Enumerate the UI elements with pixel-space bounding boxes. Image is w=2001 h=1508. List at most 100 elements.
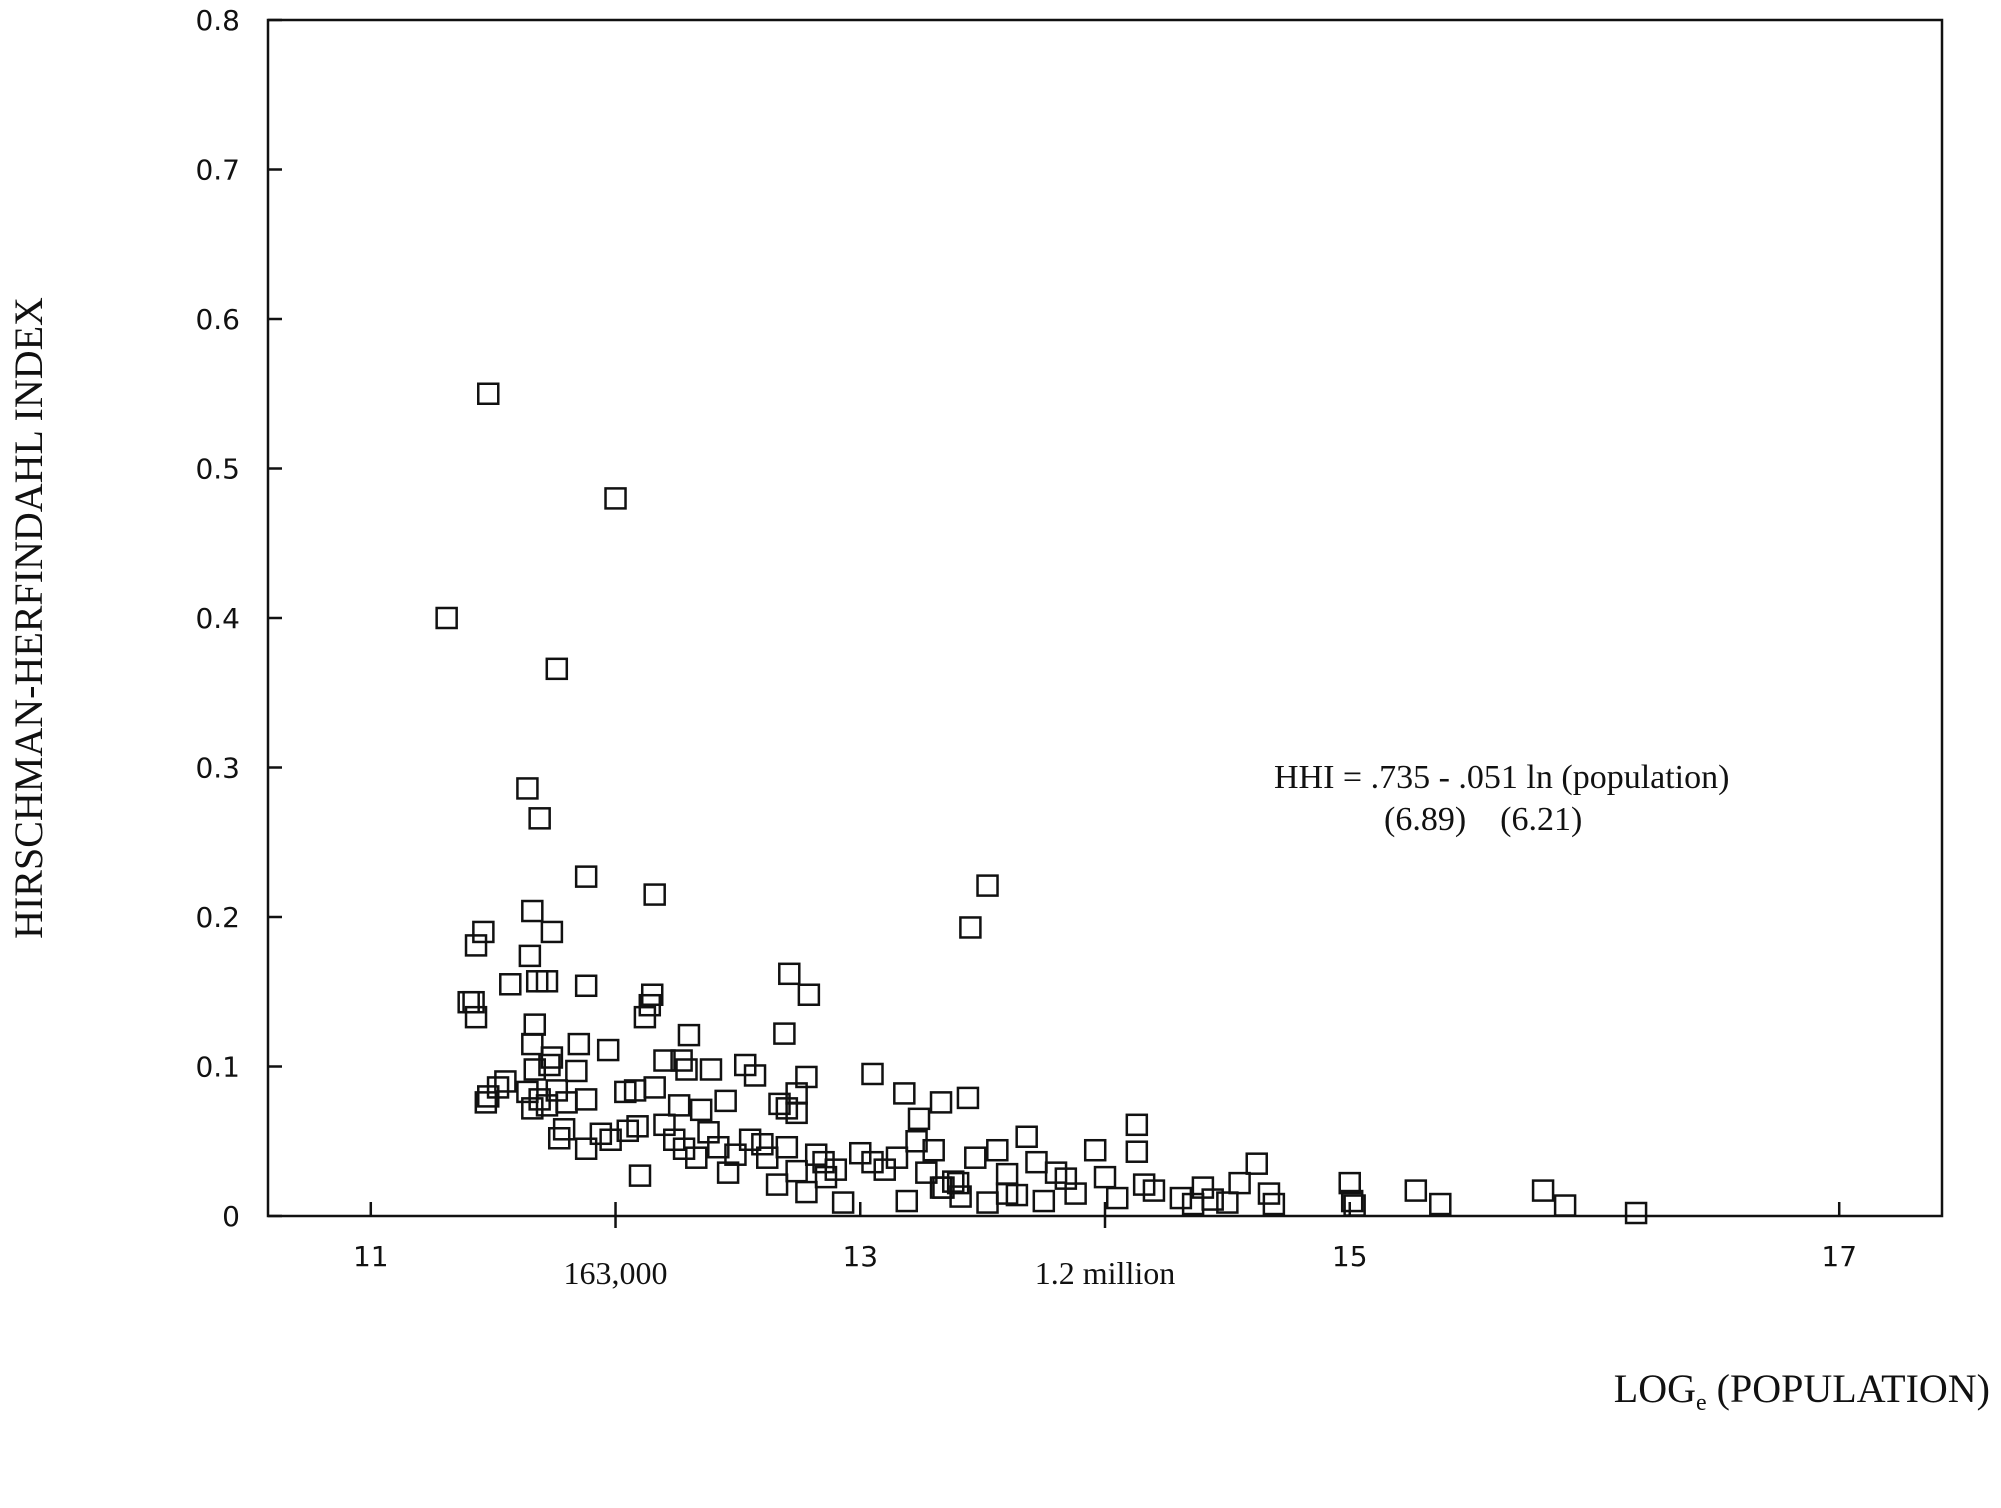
data-point — [499, 973, 522, 996]
data-point — [873, 1158, 896, 1181]
data-point — [995, 1162, 1019, 1186]
data-point — [477, 382, 500, 405]
data-point — [604, 487, 627, 510]
data-point — [474, 1091, 498, 1114]
x-secondary-tick-label: 163,000 — [564, 1255, 668, 1291]
data-point — [699, 1058, 723, 1081]
data-point — [976, 874, 999, 897]
data-point — [574, 865, 598, 888]
data-point — [1216, 1191, 1239, 1214]
data-point — [716, 1161, 740, 1184]
data-point — [929, 1176, 953, 1199]
data-point — [689, 1098, 713, 1122]
data-point — [1340, 1189, 1364, 1213]
y-axis: 0 0.1 0.2 0.3 0.4 0.5 0.6 0.7 0.8 — [195, 4, 282, 1233]
data-point — [462, 990, 485, 1014]
data-point — [667, 1094, 691, 1117]
data-point — [1338, 1171, 1361, 1195]
data-point — [643, 883, 666, 906]
data-point — [773, 1022, 796, 1045]
x-axis-title-subscript: e — [1696, 1390, 1707, 1416]
x-axis-title-main: LOG — [1614, 1366, 1696, 1411]
data-point — [1125, 1140, 1149, 1163]
data-point — [765, 1173, 789, 1196]
data-point — [976, 1191, 999, 1214]
data-point — [521, 899, 544, 923]
data-point — [861, 1062, 884, 1086]
data-point — [797, 983, 821, 1006]
data-point — [464, 1005, 488, 1029]
data-point — [929, 1091, 953, 1114]
data-point — [464, 934, 488, 957]
data-point — [545, 657, 569, 681]
data-point — [785, 1082, 808, 1105]
data-point — [751, 1132, 774, 1156]
data-point — [885, 1146, 909, 1169]
data-point — [540, 920, 564, 944]
data-point — [1064, 1182, 1087, 1205]
y-tick-label: 0.5 — [195, 453, 240, 486]
data-point — [535, 1094, 559, 1117]
data-point — [1245, 1152, 1268, 1175]
regression-equation: HHI = .735 - .051 ln (population) — [1274, 759, 1729, 796]
data-point — [922, 1138, 945, 1162]
data-points — [435, 382, 1648, 1225]
data-point — [633, 1005, 657, 1029]
data-point — [915, 1161, 938, 1184]
data-point — [1169, 1186, 1193, 1210]
data-point — [964, 1146, 987, 1169]
data-point — [516, 1080, 539, 1104]
x-secondary-tick-label: 1.2 million — [1035, 1255, 1175, 1291]
data-point — [1624, 1201, 1648, 1225]
y-tick-label: 0.2 — [195, 901, 240, 934]
data-point — [547, 1127, 571, 1150]
data-point — [738, 1128, 762, 1152]
data-point — [1262, 1192, 1286, 1216]
data-point — [1201, 1188, 1224, 1211]
data-point — [540, 1046, 564, 1069]
y-tick-label: 0.4 — [195, 602, 240, 635]
y-tick-label: 0 — [222, 1200, 240, 1233]
data-point — [895, 1189, 919, 1213]
data-point — [1032, 1189, 1056, 1213]
y-tick-label: 0.8 — [195, 4, 240, 37]
data-point — [523, 1058, 547, 1081]
data-point — [1531, 1179, 1555, 1202]
data-point — [567, 1032, 591, 1056]
data-point — [494, 1070, 517, 1093]
data-point — [946, 1171, 970, 1195]
data-point — [596, 1038, 620, 1062]
x-tick-label: 17 — [1821, 1240, 1857, 1273]
data-point — [1343, 1194, 1366, 1217]
data-point — [535, 970, 559, 993]
x-tick-label: 15 — [1332, 1240, 1368, 1273]
data-point — [1125, 1113, 1149, 1137]
data-point — [1083, 1138, 1107, 1162]
data-point — [628, 1164, 652, 1187]
data-point — [1105, 1186, 1129, 1210]
plot-frame — [266, 18, 1944, 1218]
data-point — [861, 1150, 884, 1174]
data-point — [1404, 1179, 1428, 1202]
data-point — [942, 1170, 965, 1193]
data-point — [1093, 1165, 1117, 1189]
data-point — [653, 1049, 676, 1072]
data-point — [1228, 1171, 1251, 1195]
y-tick-label: 0.6 — [195, 303, 240, 336]
data-point — [893, 1082, 916, 1105]
data-point — [675, 1058, 698, 1081]
data-point — [574, 974, 598, 998]
x-tick-label: 11 — [353, 1240, 389, 1273]
data-point — [907, 1107, 931, 1131]
data-point — [775, 1135, 799, 1159]
data-point — [1553, 1194, 1577, 1217]
data-point — [574, 1088, 598, 1111]
data-point — [1142, 1179, 1166, 1202]
y-tick-label: 0.1 — [195, 1051, 240, 1084]
data-point — [743, 1064, 767, 1087]
data-point — [677, 1023, 701, 1047]
data-point — [521, 1032, 544, 1056]
data-point — [824, 1158, 848, 1181]
y-tick-label: 0.7 — [195, 154, 240, 187]
